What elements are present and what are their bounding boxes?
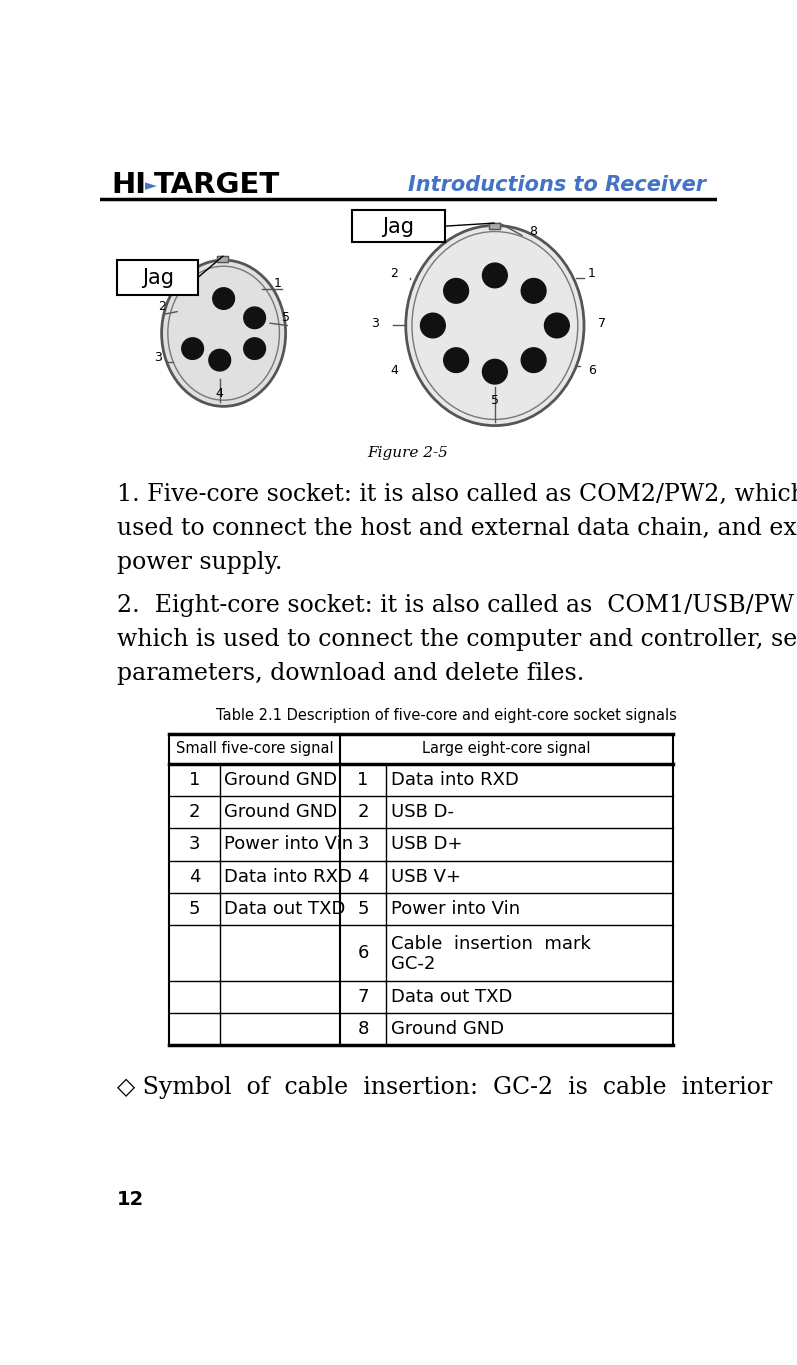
Text: parameters, download and delete files.: parameters, download and delete files.: [116, 662, 584, 685]
Circle shape: [482, 263, 507, 288]
Text: TARGET: TARGET: [154, 172, 280, 199]
Text: ►: ►: [144, 177, 156, 192]
Bar: [351, 210, 445, 243]
Bar: [489, 222, 500, 229]
Text: Introductions to Receiver: Introductions to Receiver: [408, 175, 705, 195]
Text: which is used to connect the computer and controller, set: which is used to connect the computer an…: [116, 628, 797, 651]
Text: Cable  insertion  mark: Cable insertion mark: [391, 935, 591, 953]
Text: 2: 2: [189, 803, 200, 822]
Text: ◇ Symbol  of  cable  insertion:  GC-2  is  cable  interior: ◇ Symbol of cable insertion: GC-2 is cab…: [116, 1076, 772, 1099]
Text: Data into RXD: Data into RXD: [391, 771, 519, 789]
Text: Jag: Jag: [382, 217, 414, 238]
Text: 5: 5: [491, 394, 499, 408]
Circle shape: [521, 278, 546, 303]
Text: 3: 3: [371, 317, 379, 330]
Text: 2: 2: [391, 266, 398, 280]
Text: 8: 8: [357, 1020, 369, 1039]
Text: Large eight-core signal: Large eight-core signal: [422, 741, 591, 756]
Text: 6: 6: [588, 363, 595, 377]
Text: Table 2.1 Description of five-core and eight-core socket signals: Table 2.1 Description of five-core and e…: [216, 707, 677, 722]
Text: 1: 1: [357, 771, 369, 789]
Ellipse shape: [162, 261, 285, 407]
Text: Small five-core signal: Small five-core signal: [176, 741, 333, 756]
Text: 7: 7: [357, 988, 369, 1006]
Bar: [489, 222, 500, 229]
Text: Jag: Jag: [142, 268, 174, 288]
Text: 8: 8: [530, 225, 538, 238]
Text: 2: 2: [158, 300, 166, 313]
Text: USB D+: USB D+: [391, 835, 462, 853]
Bar: [116, 261, 198, 295]
Text: 4: 4: [357, 868, 369, 886]
Text: 12: 12: [116, 1190, 144, 1209]
Text: 4: 4: [391, 363, 398, 377]
Bar: [218, 257, 228, 262]
Text: Figure 2-5: Figure 2-5: [367, 445, 449, 460]
Text: 1. Five-core socket: it is also called as COM2/PW2, which is: 1. Five-core socket: it is also called a…: [116, 483, 797, 506]
Text: 5: 5: [189, 900, 200, 919]
Text: 1: 1: [189, 771, 200, 789]
Text: Data out TXD: Data out TXD: [391, 988, 512, 1006]
Text: 1: 1: [274, 277, 282, 289]
Text: power supply.: power supply.: [116, 551, 282, 575]
Circle shape: [444, 278, 469, 303]
Text: used to connect the host and external data chain, and external: used to connect the host and external da…: [116, 517, 797, 541]
Circle shape: [209, 349, 230, 371]
Circle shape: [213, 288, 234, 310]
Text: GC-2: GC-2: [391, 955, 435, 973]
Text: 1: 1: [588, 266, 595, 280]
Text: 4: 4: [216, 386, 224, 400]
Circle shape: [244, 307, 265, 329]
Text: Ground GND: Ground GND: [225, 803, 337, 822]
Text: 4: 4: [189, 868, 200, 886]
Circle shape: [182, 337, 203, 359]
Text: Ground GND: Ground GND: [225, 771, 337, 789]
Text: Data out TXD: Data out TXD: [225, 900, 346, 919]
Text: 5: 5: [281, 311, 289, 325]
Text: Ground GND: Ground GND: [391, 1020, 505, 1039]
Text: 2: 2: [357, 803, 369, 822]
Text: 2.  Eight-core socket: it is also called as  COM1/USB/PW1,: 2. Eight-core socket: it is also called …: [116, 594, 797, 617]
Circle shape: [444, 348, 469, 373]
Circle shape: [244, 337, 265, 359]
Text: Power into Vin: Power into Vin: [225, 835, 354, 853]
Text: USB V+: USB V+: [391, 868, 461, 886]
Text: 3: 3: [154, 351, 162, 364]
Ellipse shape: [406, 225, 584, 426]
Text: 5: 5: [357, 900, 369, 919]
Bar: [218, 257, 228, 262]
Circle shape: [482, 359, 507, 384]
Text: 3: 3: [357, 835, 369, 853]
Circle shape: [421, 313, 446, 337]
Text: Data into RXD: Data into RXD: [225, 868, 352, 886]
Text: USB D-: USB D-: [391, 803, 454, 822]
Circle shape: [521, 348, 546, 373]
Circle shape: [544, 313, 569, 337]
Text: 6: 6: [357, 945, 369, 962]
Text: Power into Vin: Power into Vin: [391, 900, 520, 919]
Text: 7: 7: [598, 317, 606, 330]
Text: HI: HI: [112, 172, 147, 199]
Text: 3: 3: [189, 835, 200, 853]
